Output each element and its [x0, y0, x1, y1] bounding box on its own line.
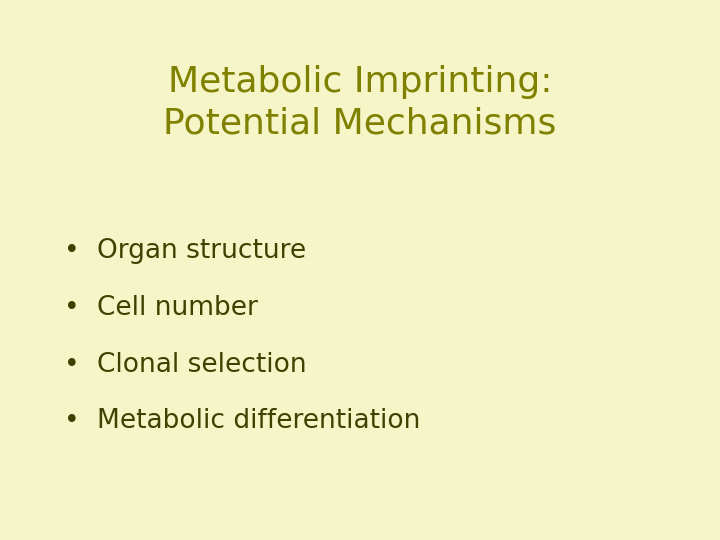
Text: Metabolic Imprinting:
Potential Mechanisms: Metabolic Imprinting: Potential Mechanis… [163, 65, 557, 141]
Text: Clonal selection: Clonal selection [97, 352, 307, 377]
Text: Cell number: Cell number [97, 295, 258, 321]
Text: Metabolic differentiation: Metabolic differentiation [97, 408, 420, 434]
Text: •: • [64, 238, 80, 264]
Text: •: • [64, 295, 80, 321]
Text: •: • [64, 352, 80, 377]
Text: Organ structure: Organ structure [97, 238, 306, 264]
Text: •: • [64, 408, 80, 434]
